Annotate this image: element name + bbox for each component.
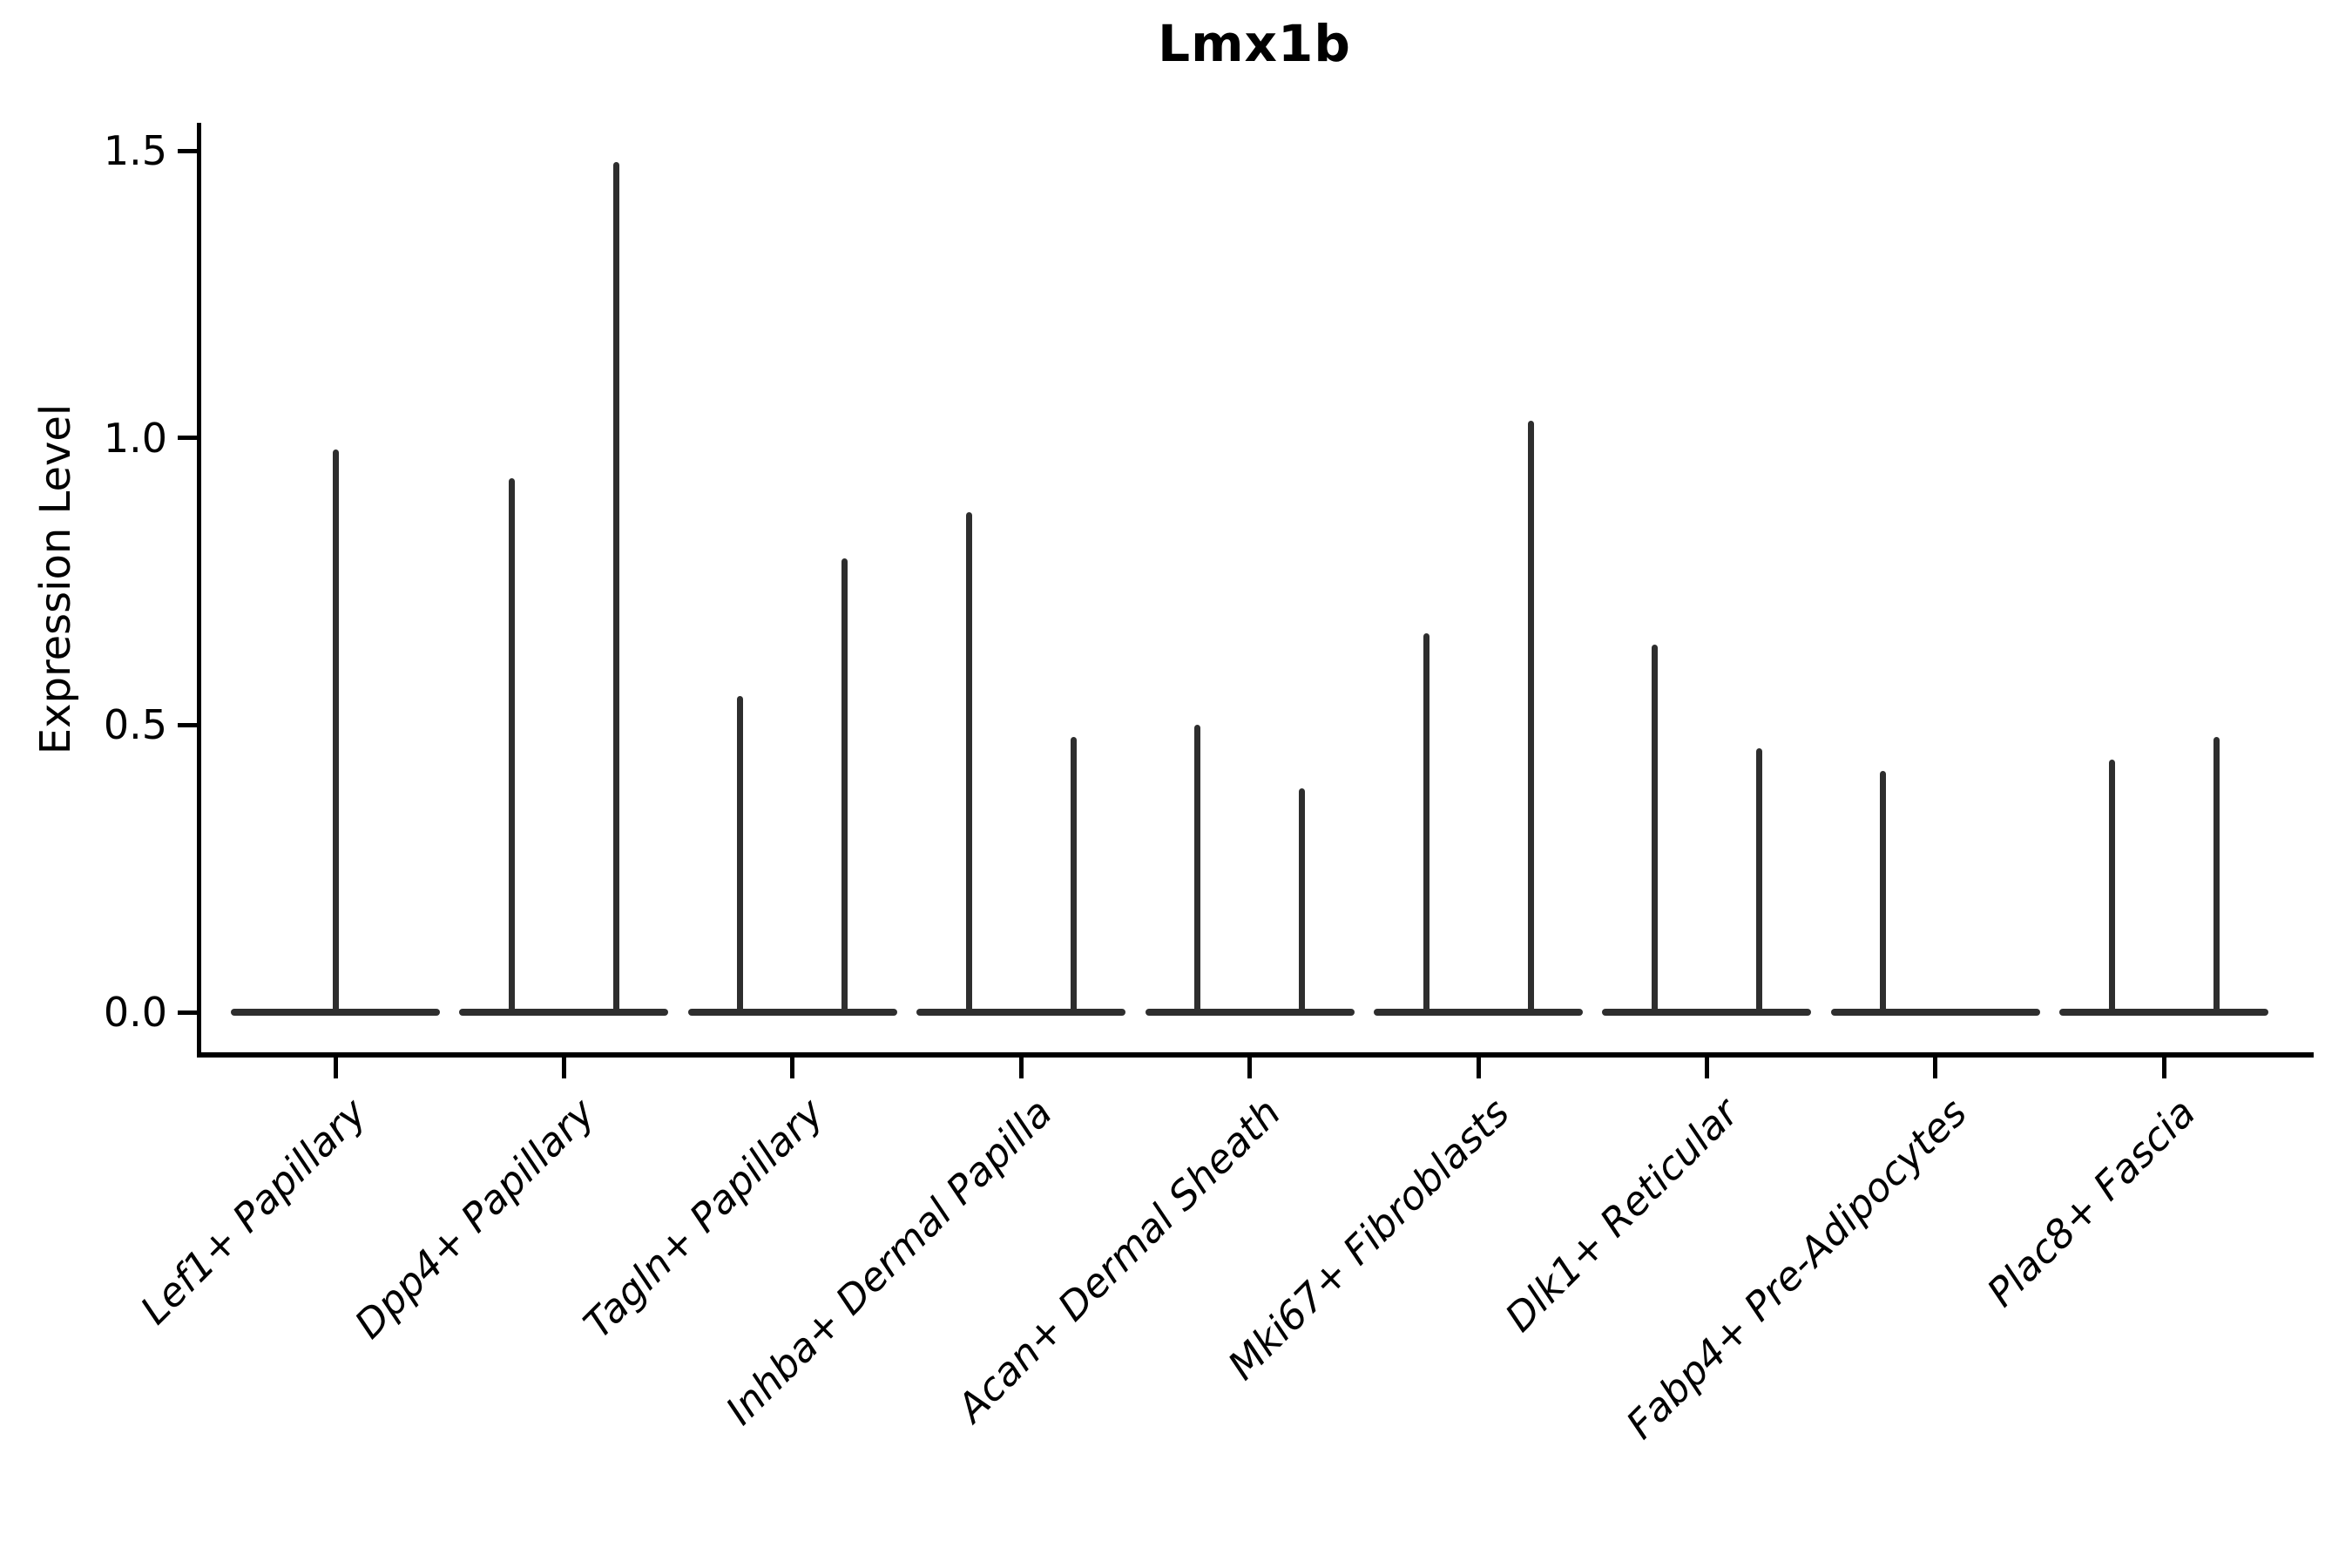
violin-base [916, 1009, 1126, 1016]
violin-spike [1194, 725, 1201, 1016]
violin-spike [508, 477, 515, 1016]
violin-spike [1755, 747, 1762, 1016]
violin-spike [1651, 645, 1658, 1016]
x-tick [2161, 1058, 2166, 1078]
y-tick-label: 1.5 [103, 127, 167, 175]
violin-base [1145, 1009, 1355, 1016]
x-tick-label: Plac8+ Fascia [1977, 1089, 2205, 1316]
violin-spike [841, 558, 848, 1016]
violin-base [459, 1009, 669, 1016]
x-tick [1018, 1058, 1024, 1078]
y-tick [178, 722, 197, 727]
x-tick-label: Lef1+ Papillary [132, 1089, 376, 1334]
x-tick [561, 1058, 566, 1078]
y-tick-label: 0.0 [103, 989, 167, 1036]
violin-base [2059, 1009, 2269, 1016]
violin-spike [1423, 632, 1429, 1016]
violin-spike [2213, 736, 2220, 1016]
x-tick [790, 1058, 795, 1078]
violin-base [1830, 1009, 2040, 1016]
violin-spike [2108, 759, 2115, 1016]
y-tick [178, 148, 197, 153]
y-axis-spine [197, 123, 201, 1058]
x-tick [1933, 1058, 1938, 1078]
chart-title: Lmx1b [1158, 14, 1351, 73]
violin-spike [612, 162, 619, 1016]
y-tick-label: 1.0 [103, 414, 167, 462]
x-tick-label: Tagln+ Papillary [574, 1089, 833, 1348]
x-tick-label: Dpp4+ Papillary [346, 1089, 605, 1348]
violin-base [1602, 1009, 1812, 1016]
violin-spike [1880, 771, 1887, 1016]
violin-spike [1070, 736, 1077, 1016]
violin-base [687, 1009, 897, 1016]
violin-spike [737, 696, 744, 1016]
violin-base [1374, 1009, 1583, 1016]
violin-spike [965, 512, 972, 1016]
violin-spike [1527, 420, 1534, 1016]
x-tick-label: Dlk1+ Reticular [1496, 1089, 1747, 1341]
y-tick [178, 436, 197, 441]
y-tick [178, 1010, 197, 1015]
x-tick [1247, 1058, 1253, 1078]
violin-spike [1299, 787, 1306, 1016]
x-tick [333, 1058, 338, 1078]
y-tick-label: 0.5 [103, 701, 167, 749]
x-tick [1476, 1058, 1481, 1078]
violin-spike [332, 449, 339, 1016]
x-tick [1704, 1058, 1709, 1078]
x-axis-spine [197, 1052, 2314, 1058]
